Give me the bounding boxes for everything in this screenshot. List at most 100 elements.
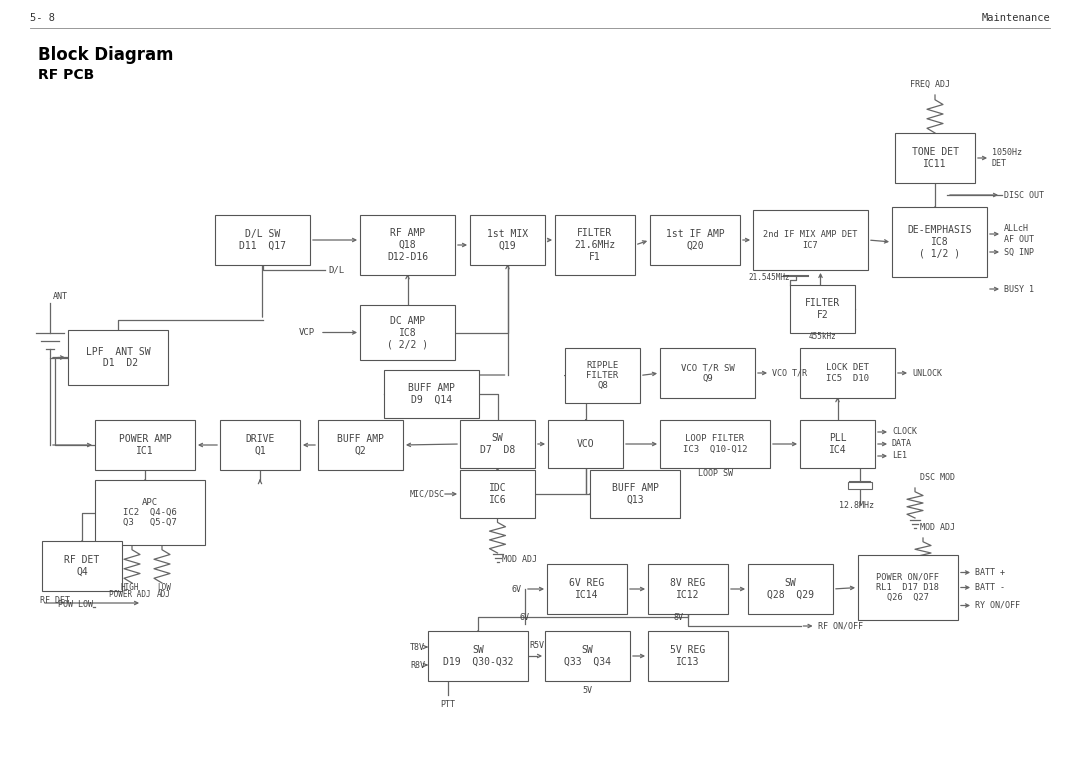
Text: RF AMP
Q18
D12-D16: RF AMP Q18 D12-D16 [387,228,428,262]
Text: FILTER
21.6MHz
F1: FILTER 21.6MHz F1 [575,228,616,262]
Text: 12.8MHz: 12.8MHz [839,501,875,510]
Text: DC AMP
IC8
( 2/2 ): DC AMP IC8 ( 2/2 ) [387,316,428,349]
Text: VCO T/R SW
Q9: VCO T/R SW Q9 [680,363,734,383]
Text: LOOP SW: LOOP SW [698,469,732,478]
Text: RF DET
Q4: RF DET Q4 [65,555,99,577]
Text: LE1: LE1 [892,452,907,461]
Text: BUSY 1: BUSY 1 [1004,285,1034,294]
Text: BUFF AMP
Q2: BUFF AMP Q2 [337,434,384,456]
Text: POWER ADJ: POWER ADJ [109,590,151,599]
Bar [545,631,630,681]
Text: PLL
IC4: PLL IC4 [828,433,847,455]
Text: CLOCK: CLOCK [892,427,917,436]
Bar [789,285,855,333]
Bar [460,420,535,468]
Text: BUFF AMP
Q13: BUFF AMP Q13 [611,483,659,505]
Text: 1st IF AMP
Q20: 1st IF AMP Q20 [665,229,725,251]
Text: 5- 8: 5- 8 [30,13,55,23]
Text: HIGH: HIGH [121,583,139,592]
Text: UNLOCK: UNLOCK [912,369,942,378]
Text: 6V REG
IC14: 6V REG IC14 [569,578,605,600]
Bar [648,631,728,681]
Text: LOCK DET
IC5  D10: LOCK DET IC5 D10 [826,363,869,383]
Bar [800,348,895,398]
Bar [660,348,755,398]
Text: ALLcH
AF OUT: ALLcH AF OUT [1004,224,1034,243]
Text: RF DET: RF DET [40,596,70,605]
Text: BATT +: BATT + [975,568,1005,577]
Bar [650,215,740,265]
Text: SW
Q28  Q29: SW Q28 Q29 [767,578,814,600]
Text: APC
IC2  Q4-Q6
Q3   Q5-Q7: APC IC2 Q4-Q6 Q3 Q5-Q7 [123,497,177,527]
Text: MOD ADJ: MOD ADJ [502,555,538,565]
Text: LOOP FILTER
IC3  Q10-Q12: LOOP FILTER IC3 Q10-Q12 [683,434,747,454]
Text: T8V: T8V [410,642,426,652]
Text: RF ON/OFF: RF ON/OFF [818,622,863,630]
Text: 5V: 5V [582,686,593,695]
Text: ADJ: ADJ [157,590,171,599]
Text: IDC
IC6: IDC IC6 [488,483,507,505]
Text: POWER ON/OFF
RL1  D17 D18
Q26  Q27: POWER ON/OFF RL1 D17 D18 Q26 Q27 [877,572,940,603]
Text: RF PCB: RF PCB [38,68,94,82]
Text: SQ INP: SQ INP [1004,247,1034,256]
Text: Block Diagram: Block Diagram [38,46,174,64]
Text: RY ON/OFF: RY ON/OFF [975,601,1020,610]
Bar [590,470,680,518]
Text: TONE DET
IC11: TONE DET IC11 [912,147,959,169]
Text: DSC MOD: DSC MOD [920,474,955,482]
Text: DATA: DATA [892,439,912,449]
Bar [858,555,958,620]
Bar [548,420,623,468]
Bar [384,370,480,418]
Text: ANT: ANT [53,292,68,301]
Text: FREQ ADJ: FREQ ADJ [910,80,950,89]
Text: DE-EMPHASIS
IC8
( 1/2 ): DE-EMPHASIS IC8 ( 1/2 ) [907,225,972,259]
Bar [660,420,770,468]
Text: 1050Hz
DET: 1050Hz DET [993,148,1022,168]
Bar [555,215,635,275]
Text: RIPPLE
FILTER
Q8: RIPPLE FILTER Q8 [586,361,619,391]
Text: VCP: VCP [299,328,315,337]
Text: 6V: 6V [512,584,522,594]
Bar [892,207,987,277]
Bar [460,470,535,518]
Text: POW LOW: POW LOW [58,600,93,609]
Text: 5V REG
IC13: 5V REG IC13 [671,645,705,667]
Bar [546,564,627,614]
Text: R8V: R8V [410,661,426,669]
Bar [215,215,310,265]
Bar [318,420,403,470]
Text: 21.545MHz: 21.545MHz [748,273,791,282]
Bar [220,420,300,470]
Bar [360,305,455,360]
Text: MOD ADJ: MOD ADJ [920,523,955,533]
Text: LPF  ANT SW
 D1  D2: LPF ANT SW D1 D2 [85,346,150,369]
Text: BUFF AMP
D9  Q14: BUFF AMP D9 Q14 [408,383,455,405]
Bar [95,420,195,470]
Text: 8V REG
IC12: 8V REG IC12 [671,578,705,600]
Bar [748,564,833,614]
Bar [95,480,205,545]
Text: VCO T/R: VCO T/R [772,369,807,378]
Bar [800,420,875,468]
Text: R5V: R5V [529,641,544,650]
Bar [42,541,122,591]
Text: 8V: 8V [673,613,683,622]
Bar [68,330,168,385]
Text: SW
D19  Q30-Q32: SW D19 Q30-Q32 [443,645,513,667]
Bar [360,215,455,275]
Text: 2nd IF MIX AMP DET
IC7: 2nd IF MIX AMP DET IC7 [764,230,858,250]
Text: FILTER
F2: FILTER F2 [805,298,840,320]
Text: PTT: PTT [441,700,456,709]
Text: LOW: LOW [157,583,171,592]
Text: BATT -: BATT - [975,583,1005,592]
Text: POWER AMP
IC1: POWER AMP IC1 [119,434,172,456]
Text: D/L: D/L [328,266,345,275]
Text: 455kHz: 455kHz [809,332,836,341]
Text: 1st MIX
Q19: 1st MIX Q19 [487,229,528,251]
Text: Maintenance: Maintenance [982,13,1050,23]
Text: VCO: VCO [577,439,594,449]
Bar [428,631,528,681]
Text: DISC OUT: DISC OUT [1004,191,1044,199]
Bar [648,564,728,614]
